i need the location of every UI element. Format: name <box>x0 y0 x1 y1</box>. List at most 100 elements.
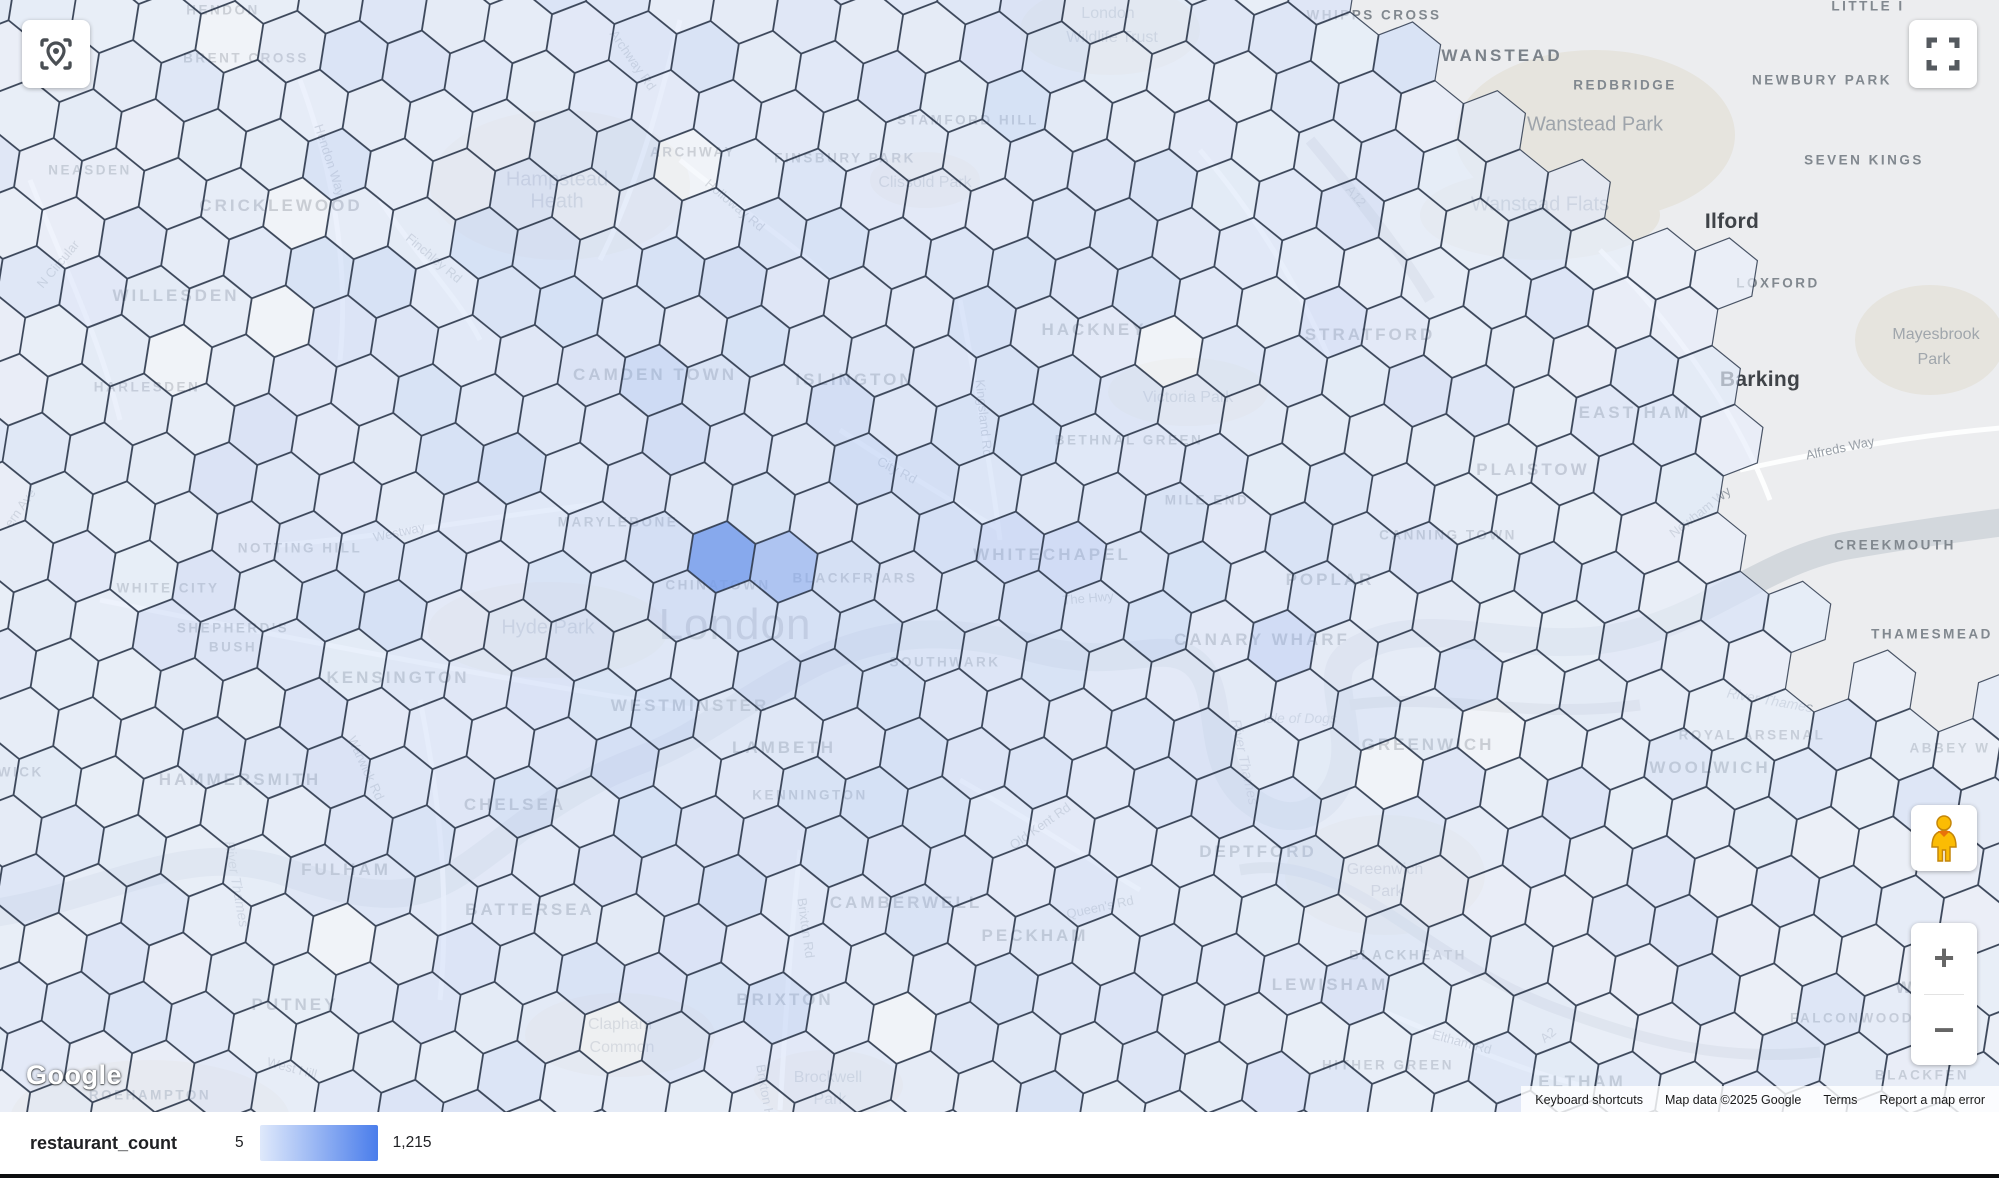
hex-cell[interactable] <box>1477 753 1550 834</box>
hex-cell[interactable] <box>136 761 209 842</box>
hex-cell[interactable] <box>730 634 803 715</box>
hex-cell[interactable] <box>1574 547 1647 628</box>
hex-cell[interactable] <box>79 310 152 391</box>
hex-cell[interactable] <box>90 644 163 725</box>
hex-cell[interactable] <box>470 261 543 342</box>
hex-cell[interactable] <box>1387 517 1460 598</box>
hex-cell[interactable] <box>442 36 515 117</box>
hex-cell[interactable] <box>1229 105 1302 186</box>
hex-cell[interactable] <box>628 673 701 754</box>
hex-cell[interactable] <box>40 359 113 440</box>
hex-cell[interactable] <box>1472 586 1545 667</box>
hex-cell[interactable] <box>328 958 401 1039</box>
hex-cell[interactable] <box>329 350 402 431</box>
hex-cell[interactable] <box>611 781 684 862</box>
hex-cell[interactable] <box>1297 282 1370 363</box>
hex-cell[interactable] <box>1115 1027 1188 1108</box>
hex-cell[interactable] <box>0 1065 33 1112</box>
hex-cell[interactable] <box>1330 674 1403 755</box>
hex-cell[interactable] <box>0 898 27 979</box>
hex-cell[interactable] <box>724 1076 797 1112</box>
hex-cell[interactable] <box>255 614 328 695</box>
hex-cell[interactable] <box>934 556 1007 637</box>
hex-cell[interactable] <box>753 85 826 166</box>
hex-cell[interactable] <box>827 428 900 509</box>
hex-cell[interactable] <box>39 967 112 1048</box>
hex-cell[interactable] <box>85 477 158 558</box>
hex-cell[interactable] <box>482 0 555 68</box>
hex-cell[interactable] <box>696 850 769 931</box>
hex-cell[interactable] <box>345 850 418 931</box>
hex-cell[interactable] <box>1104 85 1177 166</box>
hex-cell[interactable] <box>923 831 996 912</box>
hex-cell[interactable] <box>741 968 814 1049</box>
hex-cell[interactable] <box>192 604 265 685</box>
hex-cell[interactable] <box>1325 507 1398 588</box>
hex-cell[interactable] <box>844 321 917 402</box>
hex-cell[interactable] <box>0 75 62 156</box>
hex-cell[interactable] <box>538 438 611 519</box>
hex-cell[interactable] <box>990 1007 1063 1088</box>
hex-cell[interactable] <box>1030 958 1103 1039</box>
hex-cell[interactable] <box>277 673 350 754</box>
hex-cell[interactable] <box>527 105 600 186</box>
hex-cell[interactable] <box>1466 1027 1539 1108</box>
hex-cell[interactable] <box>0 624 39 705</box>
hex-cell[interactable] <box>1693 400 1766 481</box>
hex-cell[interactable] <box>1155 978 1228 1059</box>
hex-cell[interactable] <box>1614 498 1687 579</box>
hex-cell[interactable] <box>1143 644 1216 725</box>
hex-cell[interactable] <box>985 232 1058 313</box>
hex-cell[interactable] <box>974 507 1047 588</box>
hex-cell[interactable] <box>1517 704 1590 785</box>
hex-cell[interactable] <box>278 65 351 146</box>
hex-cell[interactable] <box>1007 899 1080 980</box>
hex-cell[interactable] <box>1625 223 1698 304</box>
hex-cell[interactable] <box>351 1016 424 1097</box>
hex-cell[interactable] <box>1082 27 1155 108</box>
hex-cell[interactable] <box>215 663 288 744</box>
hex-cell[interactable] <box>1189 154 1262 235</box>
hex-cell[interactable] <box>1540 155 1613 236</box>
hex-cell[interactable] <box>1427 468 1500 549</box>
hex-cell[interactable] <box>1704 733 1777 814</box>
hex-cell[interactable] <box>566 664 639 745</box>
hex-cell[interactable] <box>1070 909 1143 990</box>
hex-cell[interactable] <box>470 869 543 950</box>
hex-cell[interactable] <box>464 703 537 784</box>
hex-cell[interactable] <box>1828 753 1901 834</box>
hex-cell[interactable] <box>1178 429 1251 510</box>
hex-cell[interactable] <box>1279 998 1352 1079</box>
hex-cell[interactable] <box>1075 1076 1148 1112</box>
hex-cell[interactable] <box>532 879 605 960</box>
hex-cell[interactable] <box>594 889 667 970</box>
pegman-button[interactable] <box>1911 805 1977 871</box>
hex-cell[interactable] <box>153 45 226 126</box>
hex-cell[interactable] <box>1404 1017 1477 1098</box>
hex-cell[interactable] <box>141 928 214 1009</box>
hex-cell[interactable] <box>34 800 107 881</box>
hex-cell[interactable] <box>1313 782 1386 863</box>
hex-cell[interactable] <box>753 693 826 774</box>
hex-cell[interactable] <box>73 751 146 832</box>
hex-cell[interactable] <box>629 65 702 146</box>
hex-cell[interactable] <box>0 683 61 764</box>
hex-cell[interactable] <box>1019 625 1092 706</box>
hex-cell[interactable] <box>1432 635 1505 716</box>
hex-cell[interactable] <box>759 252 832 333</box>
hex-cell[interactable] <box>1353 733 1426 814</box>
hex-cell[interactable] <box>1399 243 1472 324</box>
hex-cell[interactable] <box>221 222 294 303</box>
hex-cell[interactable] <box>1206 46 1279 127</box>
hex-cell[interactable] <box>1149 811 1222 892</box>
hex-cell[interactable] <box>866 379 939 460</box>
hex-cell[interactable] <box>238 114 311 195</box>
hex-cell[interactable] <box>1596 606 1669 687</box>
hex-cell[interactable] <box>1127 144 1200 225</box>
hex-cell[interactable] <box>1416 135 1489 216</box>
hex-cell[interactable] <box>23 467 96 548</box>
hex-cell[interactable] <box>799 203 872 284</box>
hex-cell[interactable] <box>1545 929 1618 1010</box>
hex-cell[interactable] <box>1382 351 1455 432</box>
